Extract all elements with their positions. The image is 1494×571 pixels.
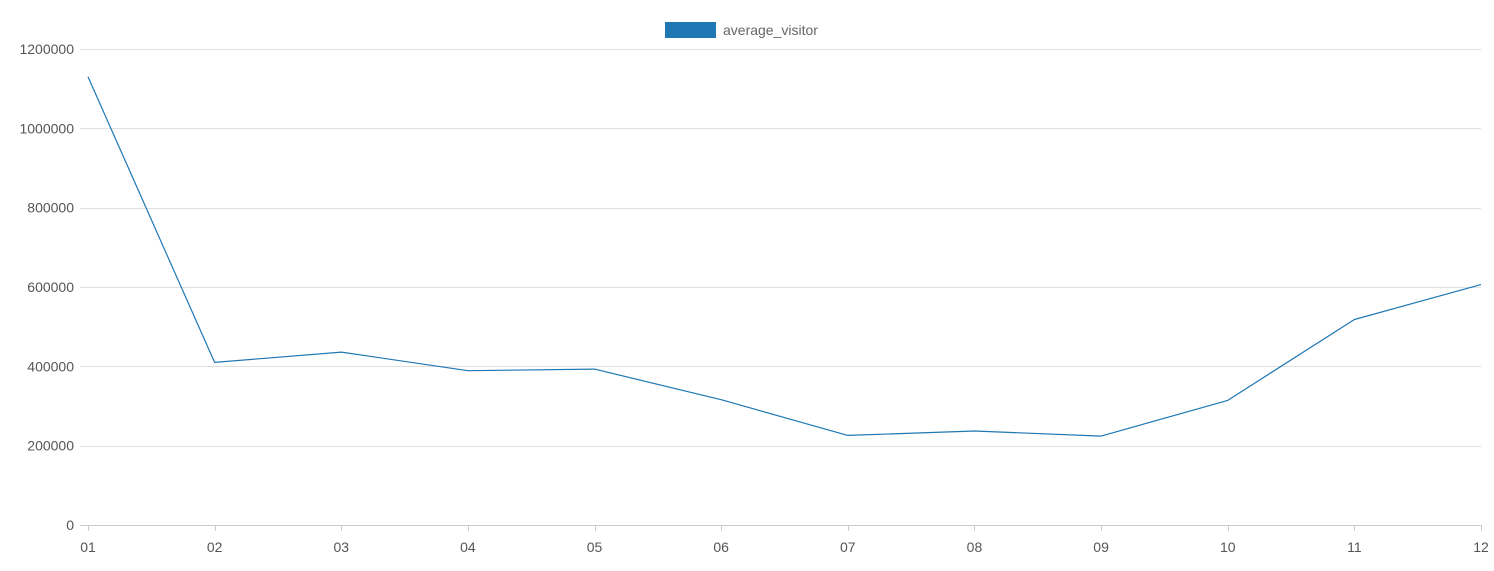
x-tick-label: 07	[840, 539, 856, 555]
data-point[interactable]	[592, 366, 598, 372]
y-tick-label: 400000	[27, 358, 74, 374]
series-line-average_visitor[interactable]	[87, 76, 1482, 437]
legend[interactable]: average_visitor	[665, 22, 818, 38]
x-tick-label: 11	[1347, 539, 1362, 555]
x-tick-label: 06	[713, 539, 729, 555]
y-tick-label: 200000	[27, 438, 74, 454]
x-tick-label: 05	[587, 539, 603, 555]
data-point[interactable]	[1225, 397, 1231, 403]
data-point[interactable]	[85, 74, 91, 80]
x-tick-label: 09	[1093, 539, 1109, 555]
y-tick-label: 600000	[27, 279, 74, 295]
data-point[interactable]	[465, 368, 471, 374]
data-point[interactable]	[1351, 317, 1357, 323]
y-tick-label: 1000000	[19, 120, 74, 136]
data-point[interactable]	[338, 349, 344, 355]
x-tick-label: 02	[207, 539, 223, 555]
axes: 0 200000 400000 600000 800000 1000000 1200000 0…	[19, 41, 1489, 555]
x-tick-label: 10	[1220, 539, 1236, 555]
data-point[interactable]	[845, 432, 851, 438]
data-point[interactable]	[212, 359, 218, 365]
x-tick-label: 04	[460, 539, 476, 555]
data-point[interactable]	[971, 428, 977, 434]
x-tick-label: 01	[80, 539, 96, 555]
x-tick-label: 08	[967, 539, 983, 555]
data-point[interactable]	[718, 397, 724, 403]
gridlines	[80, 49, 1481, 447]
legend-swatch[interactable]	[665, 22, 716, 38]
series-layer	[85, 74, 1484, 439]
legend-label[interactable]: average_visitor	[723, 22, 818, 38]
y-tick-label: 0	[66, 517, 74, 533]
x-tick-label: 12	[1473, 539, 1489, 555]
y-tick-label: 800000	[27, 200, 74, 216]
x-tick-label: 03	[333, 539, 349, 555]
data-point[interactable]	[1098, 433, 1104, 439]
y-tick-label: 1200000	[19, 41, 74, 57]
data-point[interactable]	[1478, 282, 1484, 288]
